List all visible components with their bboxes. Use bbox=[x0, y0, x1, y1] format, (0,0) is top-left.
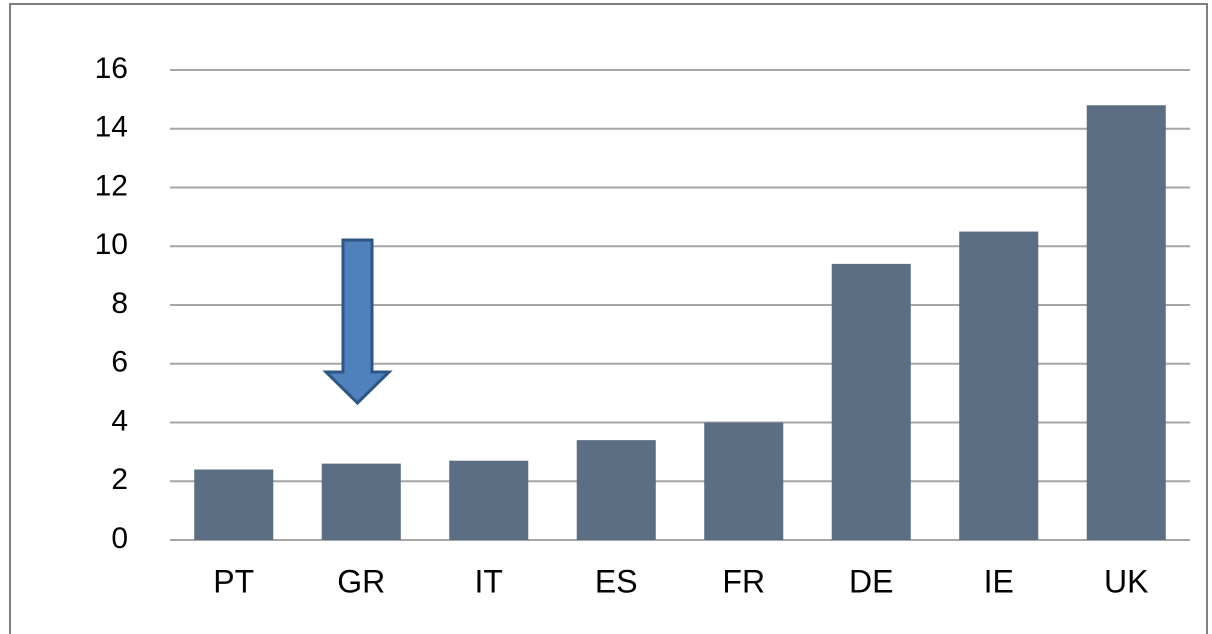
bar bbox=[831, 263, 911, 540]
y-tick-label: 4 bbox=[111, 404, 128, 437]
x-tick-label: ES bbox=[595, 563, 638, 599]
y-tick-label: 8 bbox=[111, 287, 128, 320]
y-tick-label: 10 bbox=[95, 228, 128, 261]
arrow-annotation bbox=[322, 238, 393, 406]
y-tick-label: 16 bbox=[95, 52, 128, 85]
y-tick-label: 14 bbox=[95, 111, 128, 144]
plot-area: 0 2 4 6 8 10 12 14 16 PT GR IT ES FR DE IE UK bbox=[95, 52, 1190, 599]
bar bbox=[959, 231, 1039, 540]
bar bbox=[449, 460, 529, 540]
x-tick-label: GR bbox=[337, 563, 385, 599]
y-tick-label: 0 bbox=[111, 522, 128, 555]
x-tick-label: IT bbox=[475, 563, 503, 599]
bar bbox=[1086, 105, 1166, 540]
y-tick-label: 2 bbox=[111, 463, 128, 496]
y-tick-label: 12 bbox=[95, 169, 128, 202]
x-tick-label: PT bbox=[213, 563, 254, 599]
x-tick-label: FR bbox=[722, 563, 765, 599]
y-tick-label: 6 bbox=[111, 346, 128, 379]
bar bbox=[576, 440, 656, 540]
bar bbox=[321, 463, 401, 540]
bar bbox=[704, 422, 784, 540]
bar bbox=[194, 469, 274, 540]
x-tick-label: UK bbox=[1104, 563, 1148, 599]
x-tick-label: IE bbox=[984, 563, 1014, 599]
x-tick-label: DE bbox=[849, 563, 893, 599]
